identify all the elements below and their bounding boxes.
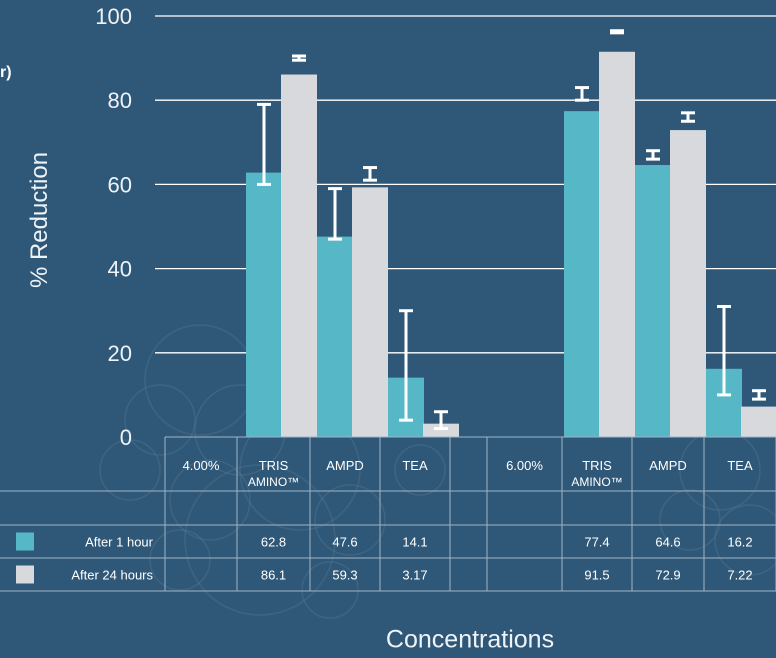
bar — [599, 51, 635, 437]
y-tick-label: 100 — [95, 4, 132, 29]
table-header-cell: TRIS — [259, 458, 289, 473]
bar — [670, 130, 706, 437]
table-data-cell: 91.5 — [584, 568, 609, 583]
table-header-cell: AMPD — [326, 458, 364, 473]
table-header-cell: AMINO™ — [248, 475, 299, 489]
table-data-cell: 59.3 — [332, 568, 357, 583]
legend-swatch — [16, 565, 34, 584]
table-data-cell: 14.1 — [402, 535, 427, 550]
x-axis-title: Concentrations — [385, 625, 555, 654]
table-header-cell: TEA — [727, 458, 753, 473]
y-tick-label: 40 — [108, 257, 132, 282]
bar — [281, 74, 317, 438]
y-tick-label: 80 — [108, 88, 132, 113]
table-header-cell: TEA — [402, 458, 428, 473]
table-data-cell: 86.1 — [261, 568, 286, 583]
table-header-cell: TRIS — [582, 458, 612, 473]
bar — [317, 236, 353, 437]
table-data-cell: 16.2 — [727, 535, 752, 550]
y-axis-title: % Reduction — [26, 151, 53, 289]
y-tick-label: 20 — [108, 341, 132, 366]
cropped-title-fragment: r) — [0, 64, 12, 81]
table-header-cell: AMINO™ — [571, 475, 622, 489]
table-data-cell: 64.6 — [655, 535, 680, 550]
table-header-cell: 6.00% — [506, 458, 543, 473]
bar — [564, 111, 600, 438]
legend-label: After 1 hour — [85, 535, 154, 550]
bar — [635, 165, 671, 437]
y-tick-label: 0 — [120, 425, 132, 450]
legend-swatch — [16, 532, 34, 551]
legend-label: After 24 hours — [71, 568, 153, 583]
bar — [423, 423, 459, 437]
table-data-cell: 72.9 — [655, 568, 680, 583]
bar — [246, 172, 282, 437]
y-tick-label: 60 — [108, 172, 132, 197]
table-data-cell: 47.6 — [332, 535, 357, 550]
table-data-cell: 3.17 — [402, 568, 427, 583]
table-data-cell: 62.8 — [261, 535, 286, 550]
bar — [352, 187, 388, 437]
table-header-cell: 4.00% — [183, 458, 220, 473]
table-header-cell: AMPD — [649, 458, 687, 473]
table-data-cell: 77.4 — [584, 535, 609, 550]
bar — [741, 406, 776, 437]
table-data-cell: 7.22 — [727, 568, 752, 583]
